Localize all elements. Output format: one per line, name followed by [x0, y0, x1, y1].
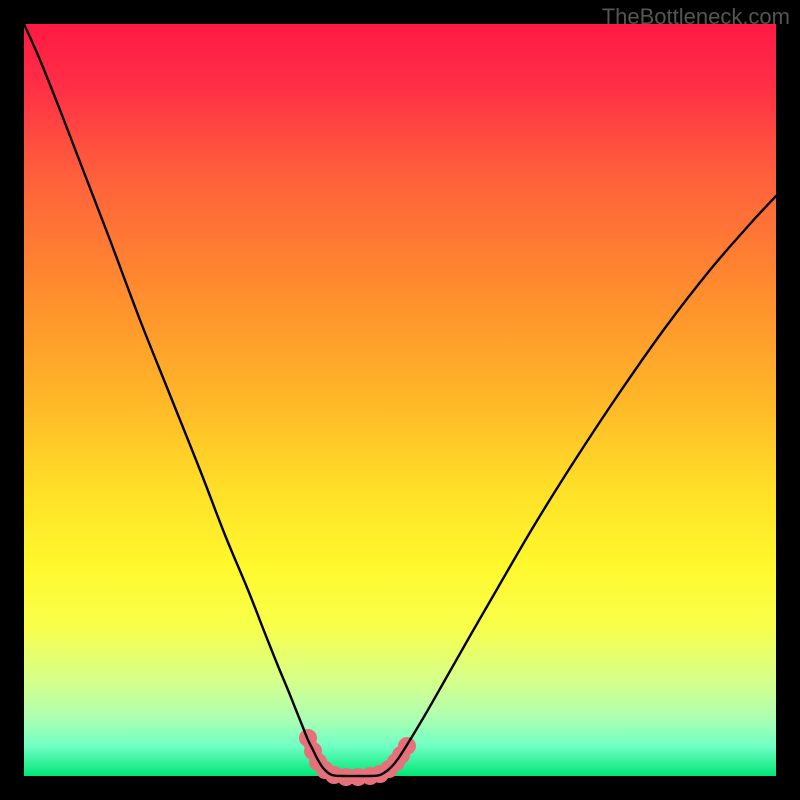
chart-frame: TheBottleneck.com — [0, 0, 800, 800]
watermark-text: TheBottleneck.com — [602, 4, 790, 30]
plot-border — [0, 0, 800, 800]
border-left — [0, 0, 24, 800]
border-right — [776, 0, 800, 800]
border-bottom — [0, 776, 800, 800]
